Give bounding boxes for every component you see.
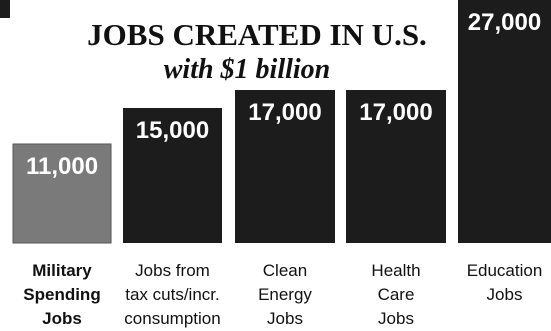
category-label: Energy — [258, 285, 312, 304]
bar — [12, 143, 112, 244]
category-label: Jobs from — [135, 261, 210, 280]
category-label: Jobs — [42, 309, 82, 328]
category-label: Health — [371, 261, 420, 280]
chart-subtitle: with $1 billion — [164, 54, 331, 85]
bar — [346, 90, 446, 243]
corner-block — [0, 0, 10, 18]
category-label: tax cuts/incr. — [125, 285, 219, 304]
category-label: Education — [467, 261, 543, 280]
bar-value-label: 27,000 — [468, 9, 541, 36]
bar — [123, 108, 222, 243]
category-label: Care — [378, 285, 415, 304]
category-label: Jobs — [487, 285, 523, 304]
category-labels-layer: Military Spending Jobs Jobs from tax cuts/in… — [23, 261, 542, 328]
category-label: consumption — [124, 309, 220, 328]
category-label: Military — [32, 261, 92, 280]
bar-value-label: 17,000 — [359, 99, 432, 126]
bar — [235, 90, 335, 243]
category-label: Jobs — [378, 309, 414, 328]
value-labels-layer: 11,000 15,000 17,000 17,000 27,000 — [26, 9, 541, 180]
chart-title: JOBS CREATED IN U.S. — [87, 17, 427, 52]
category-label: Jobs — [267, 309, 303, 328]
category-label: Clean — [263, 261, 307, 280]
bar — [458, 0, 551, 244]
bars-layer — [12, 0, 551, 244]
bar-value-label: 15,000 — [136, 117, 209, 144]
bar-value-label: 17,000 — [248, 99, 321, 126]
category-label: Spending — [23, 285, 100, 304]
bar-value-label: 11,000 — [26, 153, 98, 180]
